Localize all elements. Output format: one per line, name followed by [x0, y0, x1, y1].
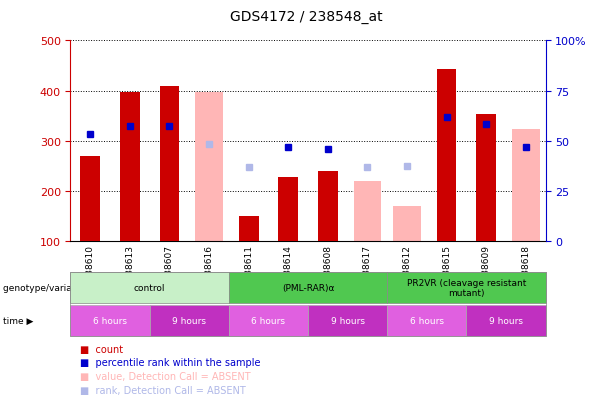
Text: 6 hours: 6 hours [93, 317, 127, 325]
Text: PR2VR (cleavage resistant
mutant): PR2VR (cleavage resistant mutant) [406, 278, 526, 298]
Text: genotype/variation ▶: genotype/variation ▶ [3, 284, 99, 292]
Bar [476, 115, 496, 242]
Bar [436, 70, 457, 242]
Bar [120, 93, 140, 242]
Text: ■  value, Detection Call = ABSENT: ■ value, Detection Call = ABSENT [80, 371, 250, 381]
Bar [512, 130, 539, 242]
Text: 6 hours: 6 hours [410, 317, 444, 325]
Bar [80, 157, 100, 242]
Text: time ▶: time ▶ [3, 317, 34, 325]
Bar [318, 171, 338, 242]
Text: ■  rank, Detection Call = ABSENT: ■ rank, Detection Call = ABSENT [80, 385, 245, 395]
Bar [159, 86, 180, 242]
Bar [238, 216, 259, 242]
Bar [195, 93, 223, 242]
Text: 6 hours: 6 hours [251, 317, 286, 325]
Text: (PML-RAR)α: (PML-RAR)α [282, 284, 334, 292]
Bar [393, 206, 421, 242]
Text: ■  percentile rank within the sample: ■ percentile rank within the sample [80, 358, 260, 368]
Text: 9 hours: 9 hours [330, 317, 365, 325]
Text: GDS4172 / 238548_at: GDS4172 / 238548_at [230, 10, 383, 24]
Text: ■  count: ■ count [80, 344, 123, 354]
Bar [278, 178, 298, 242]
Text: 9 hours: 9 hours [172, 317, 206, 325]
Bar [354, 182, 381, 242]
Text: 9 hours: 9 hours [489, 317, 523, 325]
Text: control: control [134, 284, 166, 292]
